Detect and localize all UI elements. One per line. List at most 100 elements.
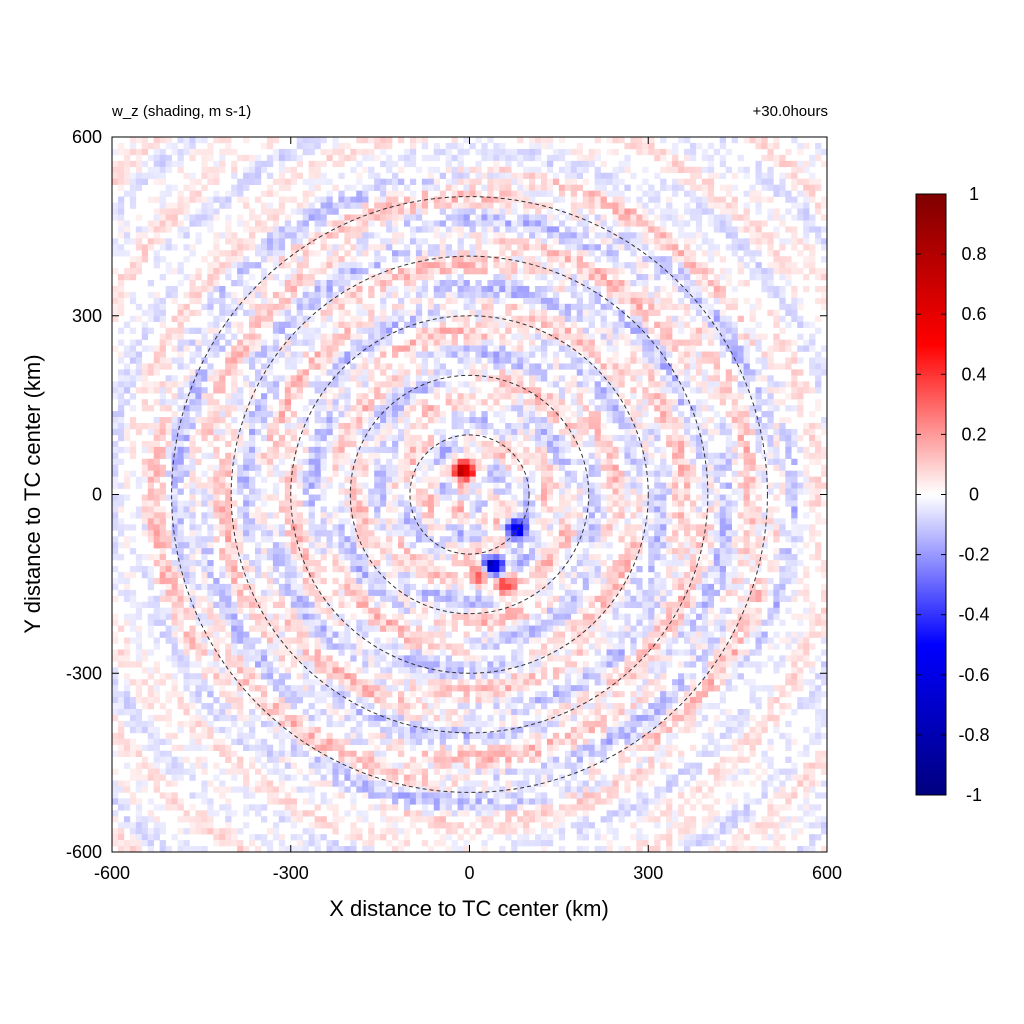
heatmap-cell: [803, 488, 810, 495]
heatmap-cell: [272, 226, 280, 233]
heatmap-cell: [147, 470, 155, 477]
heatmap-cell: [195, 369, 202, 376]
heatmap-cell: [582, 232, 589, 239]
heatmap-cell: [326, 148, 333, 156]
heatmap-cell: [129, 196, 137, 203]
heatmap-cell: [231, 369, 238, 376]
heatmap-cell: [773, 190, 780, 197]
heatmap-cell: [761, 274, 768, 281]
heatmap-cell: [523, 387, 530, 394]
heatmap-cell: [260, 452, 268, 460]
heatmap-cell: [523, 190, 530, 197]
heatmap-cell: [731, 327, 738, 334]
heatmap-cell: [618, 434, 625, 442]
heatmap-cell: [433, 351, 441, 358]
heatmap-cell: [362, 506, 369, 513]
heatmap-cell: [123, 291, 131, 299]
heatmap-cell: [308, 452, 315, 460]
heatmap-cell: [785, 345, 792, 352]
heatmap-cell: [141, 309, 149, 317]
heatmap-cell: [362, 154, 369, 162]
heatmap-cell: [654, 321, 661, 328]
heatmap-cell: [636, 202, 643, 209]
heatmap-cell: [529, 137, 536, 144]
heatmap-cell: [112, 303, 119, 311]
heatmap-cell: [612, 405, 619, 412]
heatmap-cell: [469, 417, 476, 424]
heatmap-cell: [403, 452, 411, 460]
heatmap-cell: [153, 381, 160, 388]
heatmap-cell: [392, 250, 399, 257]
heatmap-cell: [654, 333, 661, 340]
heatmap-cell: [445, 250, 452, 257]
heatmap-cell: [523, 506, 530, 513]
heatmap-cell: [541, 178, 548, 185]
heatmap-cell: [457, 423, 464, 430]
heatmap-cell: [284, 148, 292, 156]
heatmap-cell: [499, 405, 506, 412]
heatmap-cell: [356, 452, 363, 460]
heatmap-cell: [457, 476, 464, 483]
heatmap-cell: [433, 405, 441, 412]
heatmap-cell: [815, 226, 822, 233]
heatmap-cell: [243, 351, 250, 358]
heatmap-cell: [266, 154, 274, 162]
heatmap-cell: [415, 166, 423, 174]
heatmap-cell: [618, 476, 625, 483]
heatmap-cell: [451, 506, 458, 513]
heatmap-cell: [576, 142, 584, 150]
heatmap-cell: [249, 333, 256, 340]
heatmap-cell: [546, 244, 554, 251]
heatmap-cell: [403, 393, 411, 400]
heatmap-cell: [219, 482, 226, 489]
heatmap-cell: [648, 137, 655, 144]
heatmap-cell: [409, 494, 417, 501]
heatmap-cell: [255, 339, 262, 346]
heatmap-cell: [749, 488, 756, 495]
heatmap-cell: [660, 178, 667, 185]
heatmap-cell: [791, 369, 798, 376]
heatmap-cell: [201, 148, 208, 156]
heatmap-cell: [409, 315, 417, 323]
heatmap-cell: [642, 297, 649, 305]
heatmap-cell: [535, 345, 542, 352]
heatmap-cell: [487, 309, 494, 317]
heatmap-cell: [582, 369, 589, 376]
heatmap-cell: [773, 339, 780, 346]
heatmap-cell: [153, 232, 160, 239]
heatmap-cell: [529, 297, 536, 305]
heatmap-cell: [773, 423, 780, 430]
heatmap-cell: [380, 196, 387, 203]
heatmap-cell: [284, 351, 292, 358]
heatmap-cell: [445, 351, 452, 358]
heatmap-cell: [576, 166, 584, 174]
heatmap-cell: [600, 434, 607, 442]
heatmap-cell: [701, 327, 709, 334]
heatmap-cell: [386, 333, 393, 340]
heatmap-cell: [332, 375, 339, 382]
heatmap-cell: [243, 202, 250, 209]
heatmap-cell: [815, 399, 822, 406]
heatmap-cell: [457, 232, 464, 239]
heatmap-cell: [320, 494, 327, 501]
heatmap-cell: [660, 405, 667, 412]
heatmap-cell: [183, 148, 190, 156]
heatmap-cell: [475, 423, 482, 430]
heatmap-cell: [112, 464, 119, 471]
heatmap-cell: [624, 488, 631, 495]
heatmap-cell: [546, 321, 554, 328]
heatmap-cell: [719, 315, 727, 323]
heatmap-cell: [433, 494, 441, 501]
heatmap-cell: [249, 309, 256, 317]
heatmap-cell: [761, 178, 768, 185]
heatmap-cell: [576, 393, 584, 400]
heatmap-cell: [296, 423, 303, 430]
heatmap-cell: [749, 476, 756, 483]
heatmap-cell: [564, 423, 572, 430]
heatmap-cell: [177, 262, 184, 269]
heatmap-cell: [600, 321, 607, 328]
heatmap-cell: [469, 381, 476, 388]
heatmap-cell: [117, 291, 125, 299]
heatmap-cell: [266, 315, 274, 323]
heatmap-cell: [451, 291, 458, 299]
